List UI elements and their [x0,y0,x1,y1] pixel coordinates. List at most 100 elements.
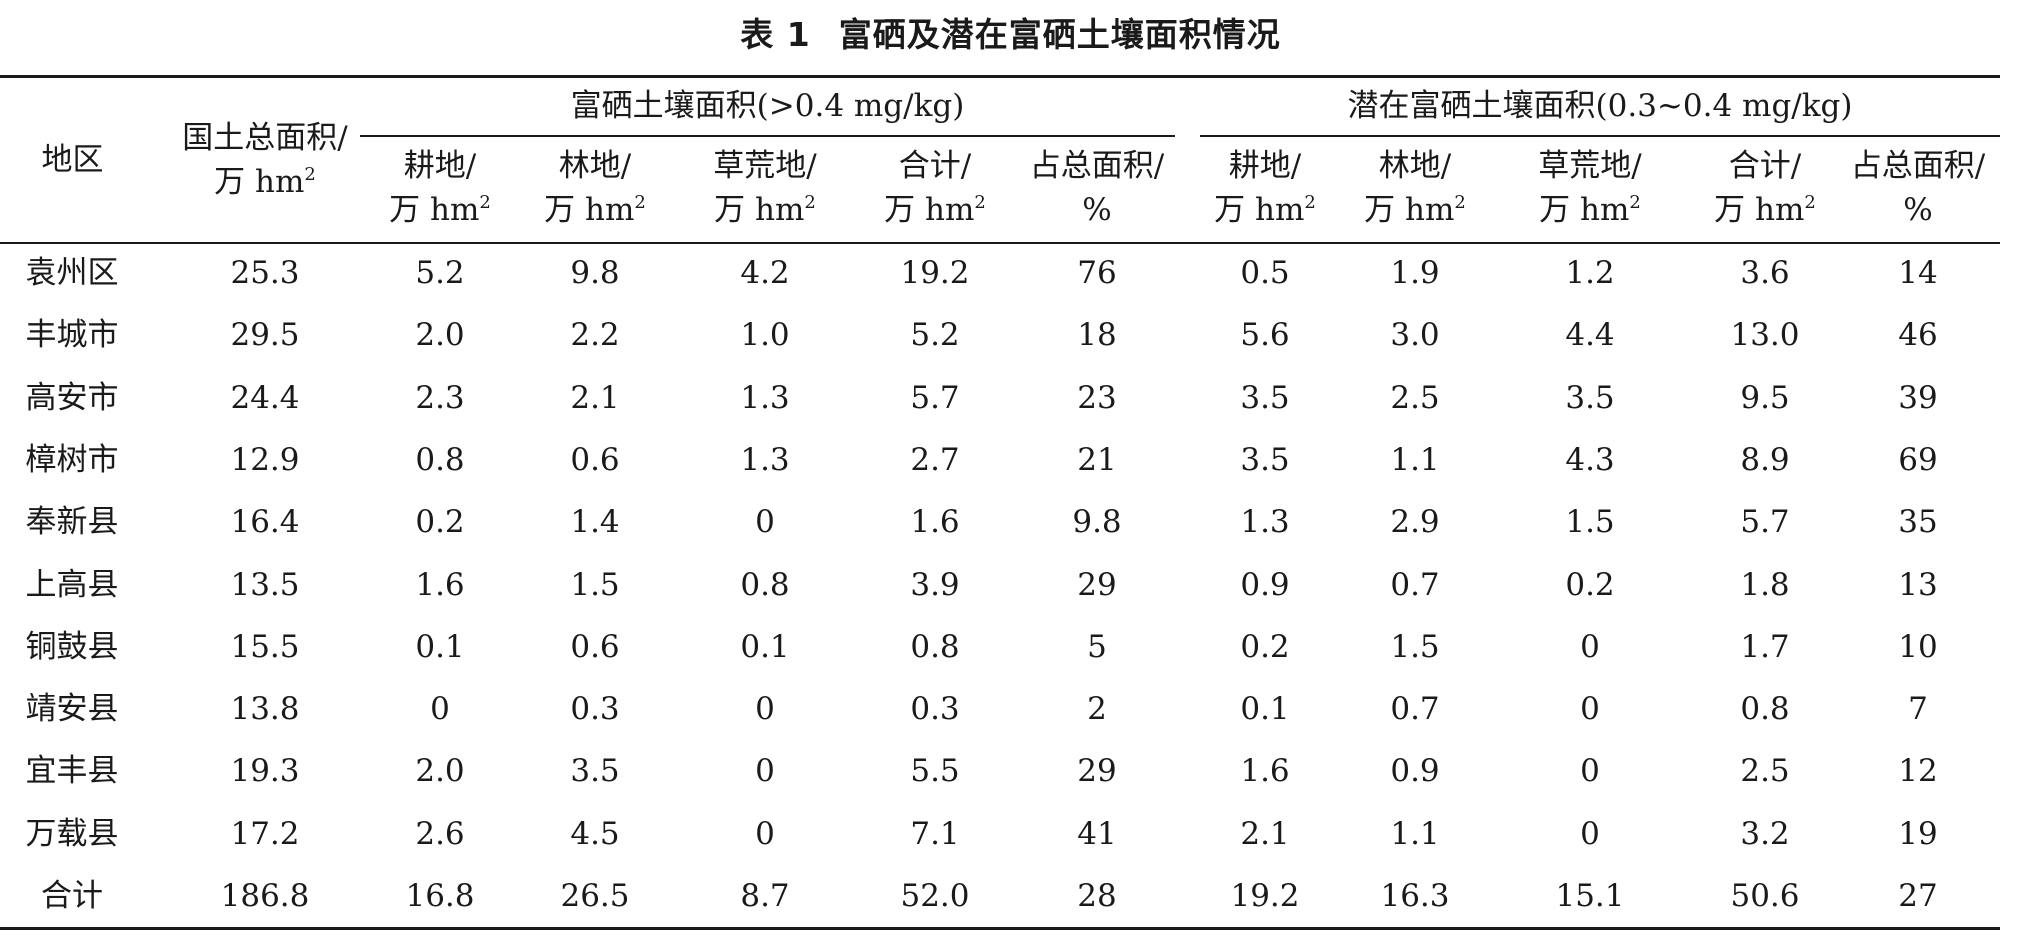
cell-region: 万载县 [25,815,119,852]
cell-pt-forest: 0.7 [1390,566,1440,603]
cell-total-area: 13.5 [230,566,300,603]
cell-gx-forest: 2.2 [570,317,620,354]
cell-gx-forest: 9.8 [570,255,620,291]
cell-region: 袁州区 [25,255,119,291]
cell-gx-total: 0.3 [910,691,960,728]
cell-pt-grassland: 0.2 [1565,566,1615,603]
cell-gx-farmland: 2.0 [415,317,465,354]
header-total-area-line1: 国土总面积/ [182,120,348,156]
cell-gx-farmland: 5.2 [415,255,465,291]
cell-pt-percent: 46 [1898,317,1938,354]
cell-pt-farmland: 1.6 [1240,753,1290,790]
cell-gx-forest: 1.5 [570,566,620,603]
cell-gx-total: 1.6 [910,504,960,541]
cell-gx-farmland: 1.6 [415,566,465,603]
subheader-label: 耕地/ [403,148,477,184]
cell-region: 靖安县 [25,691,119,728]
cell-pt-grassland: 4.3 [1565,441,1615,478]
cell-gx-grassland: 1.0 [740,317,790,354]
subheader-unit-sup: 2 [1304,192,1316,213]
subheader-gx-farmland: 耕地/万 hm2 [365,144,515,232]
top-rule [0,75,2000,78]
cell-gx-total: 7.1 [910,815,960,852]
cell-gx-grassland: 4.2 [740,255,790,291]
subheader-unit: 万 hm [1539,192,1630,228]
cell-region: 上高县 [25,566,119,603]
subheader-label: 林地/ [1378,148,1452,184]
subheader-label: 占总面积/ [1850,148,1986,184]
cell-pt-percent: 7 [1908,691,1928,728]
cell-gx-forest: 0.3 [570,691,620,728]
cell-pt-forest: 16.3 [1380,878,1450,914]
table-title: 表 1 富硒及潜在富硒土壤面积情况 [0,8,2021,56]
cell-pt-farmland: 1.3 [1240,504,1290,541]
cell-pt-farmland: 0.9 [1240,566,1290,603]
subheader-unit: % [1903,192,1933,228]
subheader-label: 草荒地/ [713,148,817,184]
cell-pt-farmland: 3.5 [1240,441,1290,478]
cell-gx-percent: 2 [1087,691,1107,728]
cell-gx-percent: 41 [1077,815,1117,852]
cell-gx-grassland: 0.1 [740,628,790,665]
cell-pt-grassland: 1.5 [1565,504,1615,541]
cell-pt-total: 3.6 [1740,255,1790,291]
cell-pt-grassland: 4.4 [1565,317,1615,354]
subheader-unit-sup: 2 [634,192,646,213]
subheader-gx-total: 合计/万 hm2 [860,144,1010,232]
subheader-pt-forest: 林地/万 hm2 [1340,144,1490,232]
cell-gx-percent: 28 [1077,878,1117,914]
cell-gx-percent: 9.8 [1072,504,1122,541]
cell-gx-total: 0.8 [910,628,960,665]
cell-pt-forest: 2.5 [1390,379,1440,416]
cell-pt-forest: 1.1 [1390,441,1440,478]
header-region: 地区 [41,142,104,178]
subheader-unit-sup: 2 [974,192,986,213]
cell-pt-percent: 12 [1898,753,1938,790]
subheader-unit: % [1082,192,1112,228]
subheader-pt-farmland: 耕地/万 hm2 [1190,144,1340,232]
subheader-gx-grassland: 草荒地/万 hm2 [680,144,850,232]
group2-underline [1200,135,2000,137]
bottom-rule [0,927,2000,930]
subheader-unit-sup: 2 [1454,192,1466,213]
cell-pt-percent: 69 [1898,441,1938,478]
cell-pt-forest: 0.9 [1390,753,1440,790]
cell-pt-forest: 0.7 [1390,691,1440,728]
header-rule [0,242,2000,244]
cell-gx-percent: 29 [1077,753,1117,790]
cell-gx-farmland: 0.8 [415,441,465,478]
cell-pt-farmland: 19.2 [1230,878,1300,914]
subheader-unit: 万 hm [544,192,635,228]
cell-total-area: 13.8 [230,691,300,728]
header-total-area-line2: 万 hm [214,164,305,200]
subheader-unit-sup: 2 [804,192,816,213]
cell-pt-total: 1.8 [1740,566,1790,603]
subheader-unit-sup: 2 [479,192,491,213]
subheader-pt-total: 合计/万 hm2 [1690,144,1840,232]
cell-pt-farmland: 0.1 [1240,691,1290,728]
cell-gx-forest: 4.5 [570,815,620,852]
cell-gx-total: 19.2 [900,255,970,291]
cell-gx-grassland: 0 [755,691,775,728]
cell-total-area: 24.4 [230,379,300,416]
cell-gx-grassland: 0 [755,815,775,852]
header-group-selenium-rich: 富硒土壤面积(>0.4 mg/kg) [570,88,965,124]
cell-region: 铜鼓县 [25,628,119,665]
cell-gx-percent: 18 [1077,317,1117,354]
cell-total-area: 15.5 [230,628,300,665]
cell-pt-grassland: 1.2 [1565,255,1615,291]
cell-region: 丰城市 [25,317,119,354]
cell-total-area: 19.3 [230,753,300,790]
cell-pt-total: 3.2 [1740,815,1790,852]
subheader-label: 合计/ [1728,148,1802,184]
subheader-unit-sup: 2 [1629,192,1641,213]
cell-region: 樟树市 [25,441,119,478]
cell-pt-farmland: 2.1 [1240,815,1290,852]
cell-gx-percent: 5 [1087,628,1107,665]
subheader-label: 占总面积/ [1029,148,1165,184]
cell-total-area: 12.9 [230,441,300,478]
subheader-label: 草荒地/ [1538,148,1642,184]
cell-gx-total: 52.0 [900,878,970,914]
header-total-area: 国土总面积/ 万 hm2 [145,116,385,204]
cell-gx-farmland: 2.6 [415,815,465,852]
